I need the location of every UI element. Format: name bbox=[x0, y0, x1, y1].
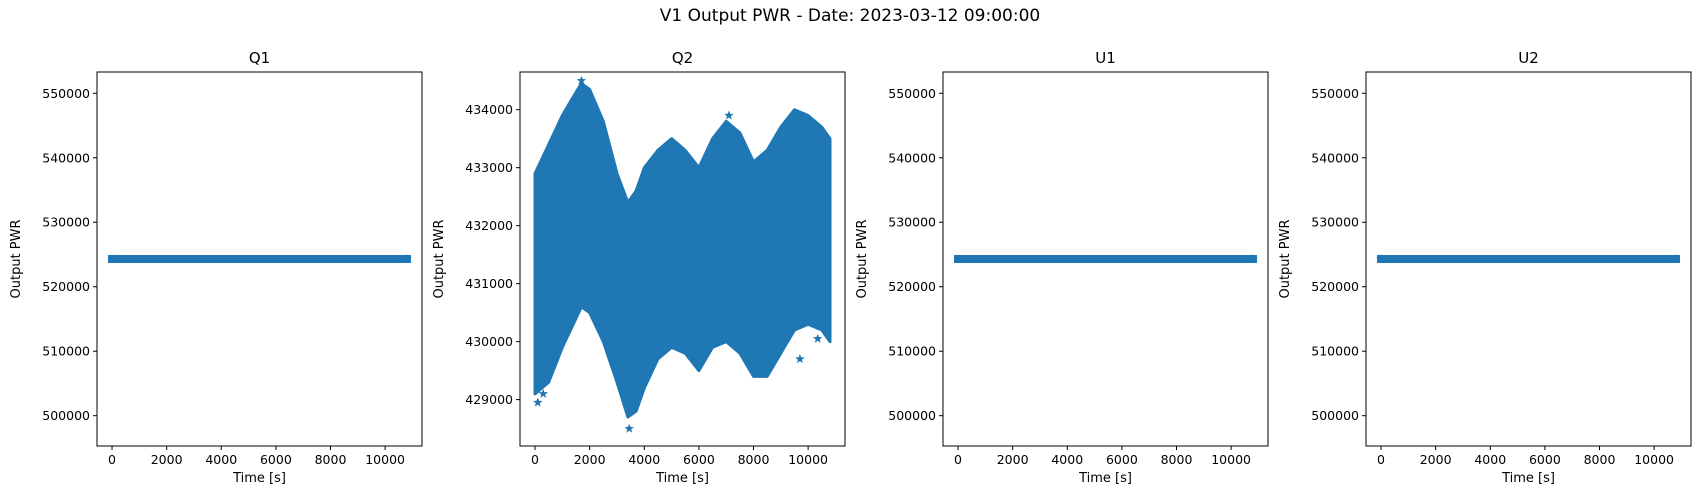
axes-frame bbox=[1365, 71, 1692, 447]
subplot-title: U2 bbox=[1518, 49, 1539, 67]
data-point bbox=[795, 354, 805, 364]
y-axis-label: Output PWR bbox=[9, 219, 24, 298]
figure-title: V1 Output PWR - Date: 2023-03-12 09:00:0… bbox=[659, 6, 1041, 26]
data-point bbox=[624, 423, 634, 433]
data-point bbox=[953, 254, 963, 263]
x-tick-label: 4000 bbox=[205, 452, 237, 467]
x-tick-label: 6000 bbox=[683, 452, 715, 467]
data-point bbox=[1376, 254, 1386, 263]
y-tick-label: 520000 bbox=[888, 279, 936, 294]
y-tick-label: 550000 bbox=[42, 86, 90, 101]
y-tick-label: 510000 bbox=[42, 344, 90, 359]
x-tick-label: 8000 bbox=[1584, 452, 1616, 467]
subplot-title: Q1 bbox=[249, 49, 270, 67]
series-envelope bbox=[533, 82, 832, 419]
y-tick-label: 429000 bbox=[465, 392, 513, 407]
x-tick-label: 4000 bbox=[1474, 452, 1506, 467]
axes-frame bbox=[942, 71, 1269, 447]
y-tick-label: 530000 bbox=[888, 215, 936, 230]
x-tick-label: 6000 bbox=[1106, 452, 1138, 467]
data-point bbox=[576, 75, 587, 85]
y-tick-label: 520000 bbox=[42, 279, 90, 294]
y-tick-label: 500000 bbox=[1311, 408, 1359, 423]
y-axis-label: Output PWR bbox=[1278, 219, 1293, 298]
x-tick-label: 6000 bbox=[260, 452, 292, 467]
series-band bbox=[108, 255, 411, 263]
y-tick-label: 434000 bbox=[465, 102, 513, 117]
x-tick-label: 0 bbox=[1377, 452, 1385, 467]
series-band bbox=[1377, 255, 1680, 263]
x-tick-label: 8000 bbox=[1161, 452, 1193, 467]
data-point bbox=[1248, 254, 1258, 263]
y-tick-label: 540000 bbox=[42, 150, 90, 165]
x-axis-label: Time [s] bbox=[232, 471, 286, 486]
x-axis-label: Time [s] bbox=[1078, 471, 1132, 486]
y-tick-label: 530000 bbox=[1311, 215, 1359, 230]
x-tick-label: 10000 bbox=[788, 452, 828, 467]
x-tick-label: 0 bbox=[108, 452, 116, 467]
axes-frame bbox=[519, 71, 846, 447]
x-tick-label: 8000 bbox=[738, 452, 770, 467]
x-tick-label: 2000 bbox=[151, 452, 183, 467]
y-tick-label: 432000 bbox=[465, 218, 513, 233]
x-axis-label: Time [s] bbox=[1501, 471, 1555, 486]
subplot-q2: 0 2000 4000 6000 8000 10000 429000 430000 431000… bbox=[432, 49, 846, 486]
x-tick-label: 6000 bbox=[1529, 452, 1561, 467]
y-tick-label: 540000 bbox=[1311, 150, 1359, 165]
axes-frame bbox=[96, 71, 423, 447]
data-point bbox=[107, 254, 117, 263]
x-tick-label: 0 bbox=[531, 452, 539, 467]
y-tick-label: 433000 bbox=[465, 160, 513, 175]
y-axis-label: Output PWR bbox=[432, 219, 447, 298]
subplot-title: Q2 bbox=[672, 49, 693, 67]
y-tick-label: 550000 bbox=[888, 86, 936, 101]
x-tick-label: 10000 bbox=[1211, 452, 1251, 467]
x-axis-label: Time [s] bbox=[655, 471, 709, 486]
data-point bbox=[1671, 254, 1681, 263]
data-point bbox=[533, 397, 543, 407]
y-tick-label: 530000 bbox=[42, 215, 90, 230]
data-point bbox=[724, 110, 734, 120]
y-tick-label: 430000 bbox=[465, 334, 513, 349]
subplot-title: U1 bbox=[1095, 49, 1116, 67]
subplot-q1: 0 2000 4000 6000 8000 10000 500000 510000 520000… bbox=[9, 49, 423, 486]
subplot-u1: 0 2000 4000 6000 8000 10000 500000 510000 520000… bbox=[855, 49, 1269, 486]
y-tick-label: 431000 bbox=[465, 276, 513, 291]
x-tick-label: 10000 bbox=[1634, 452, 1674, 467]
y-tick-label: 500000 bbox=[888, 408, 936, 423]
x-tick-label: 8000 bbox=[315, 452, 347, 467]
y-tick-label: 510000 bbox=[888, 344, 936, 359]
data-point bbox=[538, 388, 548, 398]
y-tick-label: 510000 bbox=[1311, 344, 1359, 359]
y-axis-label: Output PWR bbox=[855, 219, 870, 298]
series-band bbox=[954, 255, 1257, 263]
x-tick-label: 4000 bbox=[1051, 452, 1083, 467]
x-tick-label: 2000 bbox=[574, 452, 606, 467]
x-tick-label: 2000 bbox=[997, 452, 1029, 467]
x-tick-label: 2000 bbox=[1420, 452, 1452, 467]
subplot-u2: 0 2000 4000 6000 8000 10000 500000 510000 520000… bbox=[1278, 49, 1692, 486]
y-tick-label: 520000 bbox=[1311, 279, 1359, 294]
y-tick-label: 540000 bbox=[888, 150, 936, 165]
x-tick-label: 0 bbox=[954, 452, 962, 467]
x-tick-label: 4000 bbox=[628, 452, 660, 467]
data-point bbox=[402, 254, 412, 263]
y-tick-label: 500000 bbox=[42, 408, 90, 423]
data-point bbox=[812, 333, 823, 343]
y-tick-label: 550000 bbox=[1311, 86, 1359, 101]
x-tick-label: 10000 bbox=[365, 452, 405, 467]
